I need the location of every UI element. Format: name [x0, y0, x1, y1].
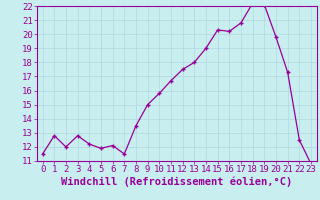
X-axis label: Windchill (Refroidissement éolien,°C): Windchill (Refroidissement éolien,°C) [61, 177, 292, 187]
